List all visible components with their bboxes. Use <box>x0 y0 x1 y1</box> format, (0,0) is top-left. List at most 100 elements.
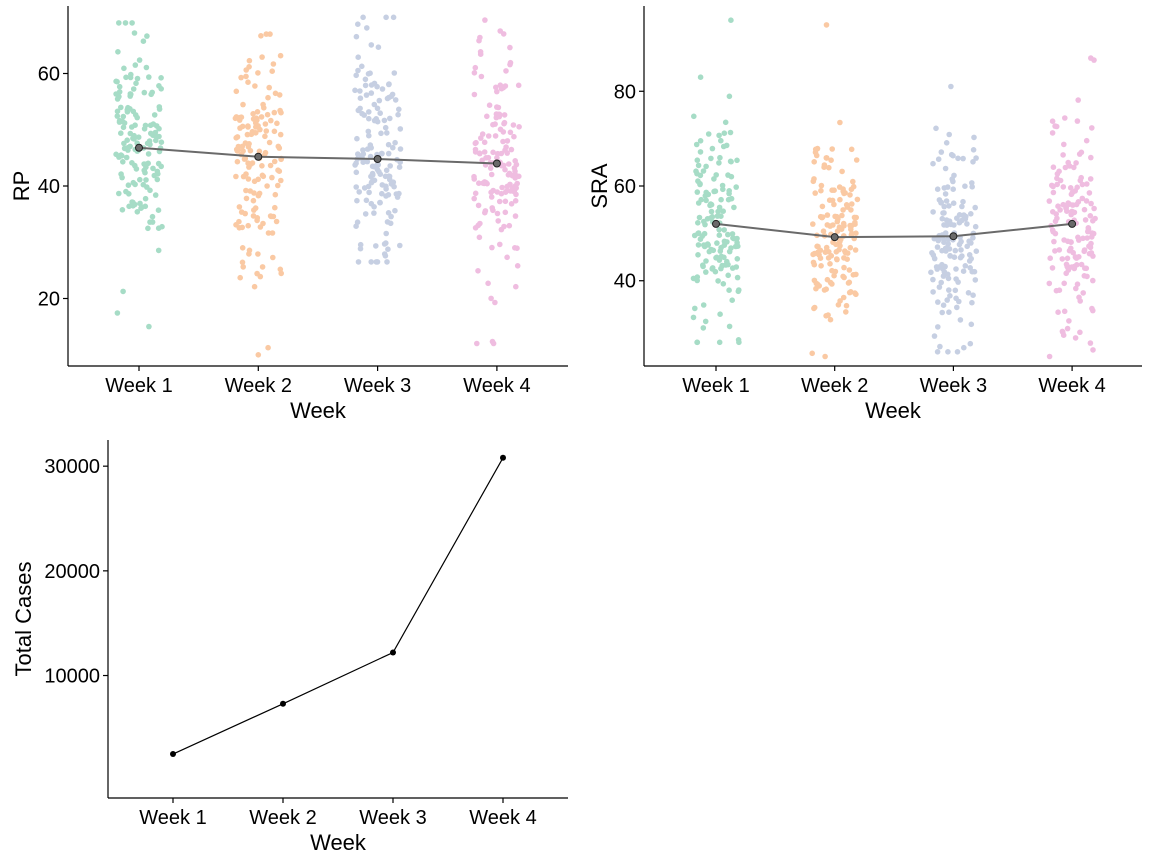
data-point <box>955 279 961 285</box>
data-point <box>694 189 701 195</box>
data-point <box>960 155 966 162</box>
data-point <box>1068 211 1074 218</box>
data-point <box>263 31 270 37</box>
data-point <box>708 155 714 162</box>
data-point <box>145 225 151 232</box>
data-point <box>143 177 149 183</box>
data-point <box>377 171 384 177</box>
data-point <box>501 119 508 126</box>
data-point <box>492 133 499 139</box>
data-point <box>847 192 853 198</box>
data-point <box>506 170 513 177</box>
data-point <box>143 161 150 167</box>
data-point <box>381 241 388 247</box>
data-point <box>934 349 941 355</box>
data-point <box>130 203 136 209</box>
data-point <box>703 197 709 204</box>
data-point <box>695 242 702 248</box>
data-point <box>1088 154 1094 161</box>
data-point <box>475 268 481 274</box>
data-point <box>700 263 706 270</box>
data-point <box>489 244 495 251</box>
data-point <box>811 261 818 268</box>
data-point <box>122 20 129 26</box>
data-point <box>724 258 730 265</box>
data-point <box>1060 152 1066 158</box>
data-point <box>703 258 709 264</box>
data-point <box>718 137 724 144</box>
data-point <box>822 353 828 360</box>
data-point <box>970 292 976 299</box>
data-point <box>515 82 522 89</box>
data-point <box>486 102 493 108</box>
data-point <box>817 255 824 261</box>
mean-point <box>492 159 501 168</box>
data-point <box>353 223 359 229</box>
data-point <box>125 104 131 111</box>
data-point <box>843 309 849 315</box>
data-point <box>390 179 397 185</box>
data-point <box>1051 238 1057 245</box>
data-point <box>952 247 959 254</box>
data-point <box>156 133 162 140</box>
data-point <box>695 252 701 258</box>
data-point <box>1060 332 1067 339</box>
data-point <box>257 273 264 280</box>
data-point <box>1050 229 1056 235</box>
data-point <box>812 149 819 156</box>
data-point <box>931 333 938 339</box>
data-point <box>1053 211 1059 217</box>
data-point <box>851 214 858 221</box>
data-point <box>960 198 966 205</box>
data-point <box>848 146 855 153</box>
data-point <box>507 44 513 51</box>
data-point <box>485 280 491 287</box>
data-point <box>715 208 721 215</box>
data-point <box>950 186 956 192</box>
data-point <box>715 278 721 284</box>
data-point <box>1047 255 1053 261</box>
data-point <box>690 314 697 321</box>
data-point <box>153 137 159 144</box>
data-point <box>246 57 253 64</box>
mean-point <box>1068 219 1077 228</box>
data-point <box>120 124 127 131</box>
data-point <box>141 89 148 96</box>
data-point <box>366 132 372 139</box>
data-point <box>247 161 254 167</box>
data-point <box>378 130 384 137</box>
data-point <box>952 287 959 294</box>
data-point <box>944 297 950 303</box>
data-point <box>275 167 281 173</box>
data-point <box>959 203 965 210</box>
data-point <box>512 245 518 251</box>
data-point <box>367 70 373 76</box>
data-point <box>1074 184 1080 191</box>
data-point <box>968 211 974 217</box>
data-point <box>1082 217 1089 223</box>
data-point <box>472 64 479 71</box>
x-tick-label: Week 4 <box>1038 375 1105 397</box>
data-point <box>705 131 712 137</box>
y-tick-label: 20000 <box>44 561 100 583</box>
data-point <box>809 350 815 357</box>
data-point <box>488 171 495 178</box>
data-point <box>495 104 502 111</box>
data-point <box>736 287 742 293</box>
data-point <box>946 287 952 293</box>
x-axis-title: Week <box>290 398 347 423</box>
data-point <box>1081 248 1087 255</box>
data-point <box>236 218 242 225</box>
total-cases-line-chart: 10000 20000 30000 Week 1 Week 2 Week 3 Week 4 W… <box>11 440 568 855</box>
data-point <box>969 180 975 186</box>
data-point <box>936 284 943 290</box>
data-point <box>951 222 957 228</box>
data-point <box>480 180 486 186</box>
data-point <box>147 122 154 129</box>
data-point <box>1062 115 1068 121</box>
data-point <box>123 74 129 81</box>
data-point <box>158 163 164 170</box>
data-point <box>242 140 249 146</box>
data-point <box>695 200 702 206</box>
data-point <box>276 92 283 98</box>
